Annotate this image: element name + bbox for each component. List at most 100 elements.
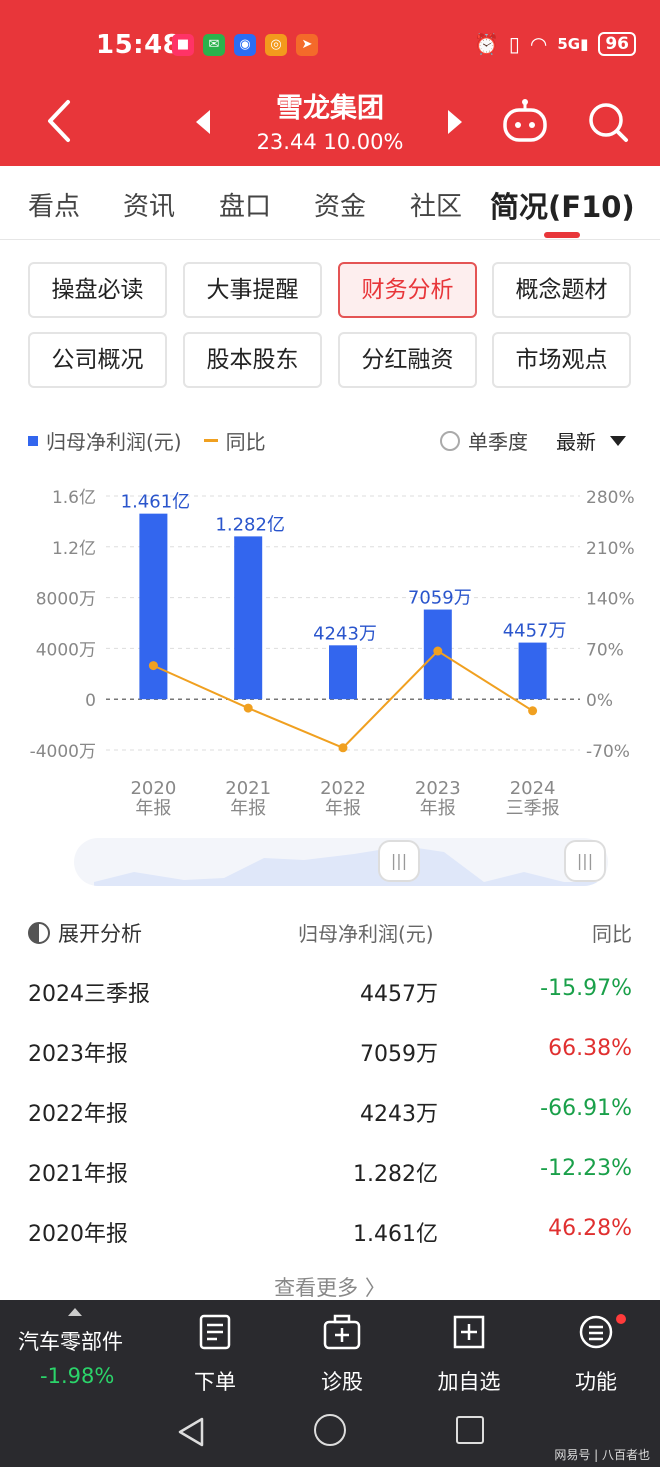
row-period: 2020年报 [28,1222,128,1247]
x-tick-label: 2020 [130,778,176,799]
diagnose-label: 诊股 [321,1370,363,1394]
slider-preview-area [94,846,608,886]
row-period: 2022年报 [28,1102,128,1127]
tab-community[interactable]: 社区 [410,192,463,222]
app-header: 15:48 ■ ✉ ◉ ◎ ➤ ⏰ ▯ ◠ 5G▮ 96 雪龙集团 23.44 … [0,0,660,166]
x-tick-label: 2022 [320,778,366,799]
wechat-icon: ✉ [203,34,225,56]
button-shareholders[interactable]: 股本股东 [183,332,322,388]
x-tick-label-sub: 年报 [325,798,361,819]
bar-data-label: 1.461亿 [121,492,191,513]
slider-right-handle[interactable]: ||| [564,840,606,882]
order-icon [199,1314,231,1350]
add-favorite-label: 加自选 [437,1370,501,1394]
row-period: 2024三季报 [28,982,150,1007]
tab-highlights[interactable]: 看点 [28,192,81,222]
alarm-icon: ⏰ [473,32,499,56]
column-header-yoy: 同比 [592,922,632,946]
table-row[interactable]: 2022年报 4243万 -66.91% [0,1082,660,1142]
y-left-tick-label: 1.6亿 [52,488,96,508]
button-financial-analysis[interactable]: 财务分析 [338,262,477,318]
tab-fund-flow[interactable]: 资金 [314,192,367,222]
quarterly-toggle[interactable]: 单季度 [440,426,528,455]
row-yoy: -66.91% [540,1096,632,1121]
button-market-views[interactable]: 市场观点 [492,332,631,388]
nav-recent-apps-icon[interactable] [456,1416,484,1444]
expand-analysis-button[interactable]: 展开分析 [28,918,142,948]
x-tick-label-sub: 年报 [135,798,171,819]
search-icon[interactable] [586,100,630,144]
add-favorite-icon [453,1315,485,1349]
tab-f10-profile[interactable]: 简况(F10) [490,190,635,224]
y-right-tick-label: 0% [586,691,613,711]
table-row[interactable]: 2021年报 1.282亿 -12.23% [0,1142,660,1202]
tab-news[interactable]: 资讯 [123,192,176,222]
button-trading-essentials[interactable]: 操盘必读 [28,262,167,318]
sector-change: -1.98% [40,1364,115,1388]
row-yoy: 66.38% [548,1036,632,1061]
x-tick-label-sub: 年报 [420,798,456,819]
table-row[interactable]: 2020年报 1.461亿 46.28% [0,1202,660,1262]
tab-order-book[interactable]: 盘口 [219,192,272,222]
nav-home-icon[interactable] [314,1414,346,1446]
app-notification-icon: ■ [172,34,194,56]
status-bar: 15:48 ■ ✉ ◉ ◎ ➤ ⏰ ▯ ◠ 5G▮ 96 [0,22,660,68]
table-row[interactable]: 2024三季报 4457万 -15.97% [0,962,660,1022]
stock-price: 23.44 10.00% [256,130,404,154]
bar-data-label: 4457万 [503,621,567,642]
y-left-tick-label: -4000万 [30,742,96,762]
y-right-tick-label: 210% [586,539,635,559]
slider-left-handle[interactable]: ||| [378,840,420,882]
stock-name: 雪龙集团 [276,93,384,124]
view-more-link[interactable]: 查看更多 〉 [274,1276,386,1300]
row-profit: 4457万 [360,982,438,1007]
next-stock-icon[interactable] [444,108,464,136]
button-company-overview[interactable]: 公司概况 [28,332,167,388]
notification-dot [616,1314,626,1324]
bar [329,645,357,700]
sector-name[interactable]: 汽车零部件 [18,1330,123,1354]
row-profit: 1.282亿 [353,1162,438,1187]
add-favorite-button[interactable]: 加自选 [424,1314,514,1396]
network-label: 5G [557,35,581,53]
row-period: 2021年报 [28,1162,128,1187]
send-icon: ➤ [296,34,318,56]
watermark: 网易号 | 八百者也 [554,1448,650,1462]
x-tick-label: 2024 [510,778,556,799]
button-major-events[interactable]: 大事提醒 [183,262,322,318]
robot-assistant-icon[interactable] [500,98,550,144]
bar-data-label: 7059万 [408,588,472,609]
prev-stock-icon[interactable] [194,108,214,136]
function-label: 功能 [575,1370,617,1394]
button-dividends[interactable]: 分红融资 [338,332,477,388]
y-left-tick-label: 1.2亿 [52,539,96,559]
order-button[interactable]: 下单 [170,1314,260,1396]
button-concepts[interactable]: 概念题材 [492,262,631,318]
diagnose-button[interactable]: 诊股 [297,1314,387,1396]
y-left-tick-label: 4000万 [36,640,96,660]
x-tick-label: 2021 [225,778,271,799]
vibrate-icon: ▯ [508,32,520,56]
x-tick-label-sub: 三季报 [506,798,560,819]
nav-back-icon[interactable] [176,1416,206,1448]
row-profit: 4243万 [360,1102,438,1127]
back-arrow-icon[interactable] [40,96,80,146]
table-row[interactable]: 2023年报 7059万 66.38% [0,1022,660,1082]
chart-range-slider[interactable] [74,838,608,886]
y-right-tick-label: 140% [586,590,635,610]
row-yoy: -15.97% [540,976,632,1001]
chart-legend: 归母净利润(元) 同比 [28,426,266,455]
pie-chart-icon [28,922,50,944]
y-left-tick-label: 8000万 [36,590,96,610]
function-button[interactable]: 功能 [551,1314,641,1396]
radio-icon[interactable] [440,430,460,451]
period-dropdown[interactable]: 最新 [556,426,626,455]
row-yoy: -12.23% [540,1156,632,1181]
wifi-icon: ◠ [529,32,548,56]
quarterly-label: 单季度 [468,430,528,454]
column-header-profit: 归母净利润(元) [298,922,434,946]
y-right-tick-label: -70% [586,742,630,762]
active-tab-indicator [544,232,580,238]
expand-up-icon[interactable] [68,1308,82,1316]
weibo-icon: ◎ [265,34,287,56]
